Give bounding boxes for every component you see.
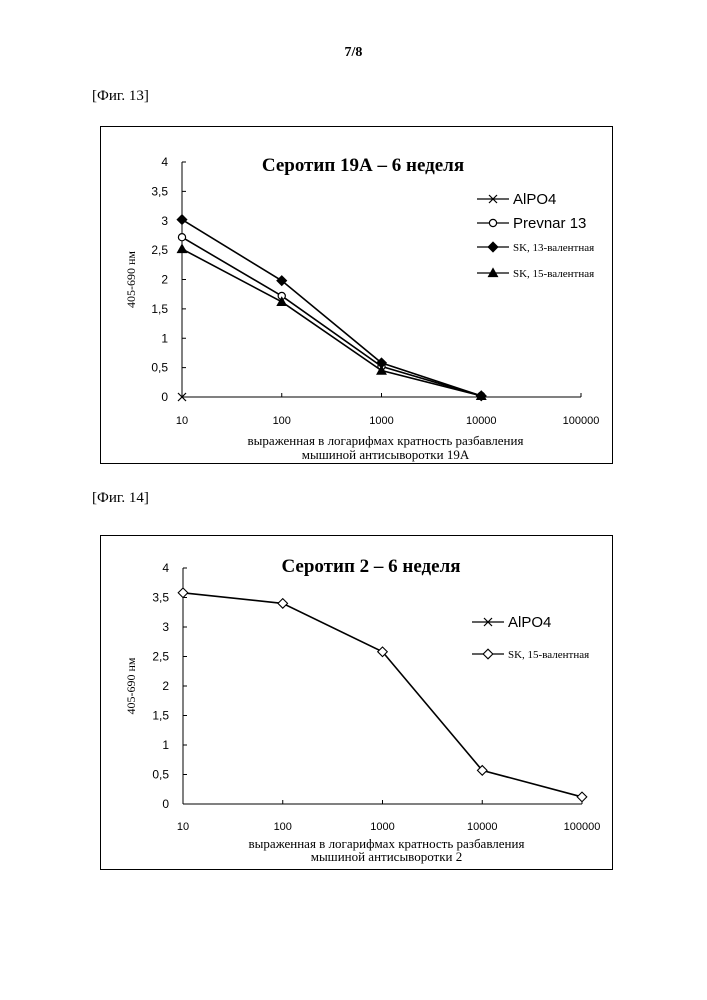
x-tick-label: 10000 bbox=[467, 821, 498, 833]
y-tick-label: 0 bbox=[162, 797, 169, 811]
x-tick-label: 10 bbox=[176, 415, 188, 427]
y-tick-label: 1,5 bbox=[152, 709, 169, 723]
legend-marker bbox=[483, 617, 493, 627]
legend-label: Prevnar 13 bbox=[513, 215, 586, 232]
data-point bbox=[277, 597, 289, 609]
data-point bbox=[376, 646, 389, 658]
x-tick-label: 1000 bbox=[370, 821, 394, 833]
page-number: 7/8 bbox=[344, 45, 363, 60]
x-axis-label: выраженная в логарифмах кратность разбав… bbox=[248, 433, 524, 448]
legend-marker bbox=[487, 241, 499, 253]
y-tick-label: 2,5 bbox=[152, 650, 169, 664]
x-tick-label: 10000 bbox=[466, 415, 497, 427]
legend-marker-stroke-b bbox=[483, 617, 493, 627]
data-point bbox=[276, 296, 288, 307]
data-point bbox=[475, 390, 487, 401]
chart-serotype-2: Серотип 2 – 6 неделя 0 0,5 1 1,5 2 2,5 3 3,5 4 10 1… bbox=[124, 556, 601, 864]
data-point bbox=[376, 364, 387, 375]
legend-marker bbox=[482, 648, 494, 660]
x-tick-label: 100000 bbox=[563, 415, 600, 427]
y-tick-label: 0,5 bbox=[152, 768, 169, 782]
chart-panel-13: Серотип 19А – 6 неделя 0 0,5 1 1,5 2 2,5 3 3,5 4 1… bbox=[100, 126, 613, 464]
x-tick-label: 100000 bbox=[564, 821, 601, 833]
legend-marker bbox=[487, 267, 499, 278]
legend-marker-stroke-b bbox=[488, 194, 498, 204]
series-line bbox=[181, 248, 482, 397]
legend-label: AlPO4 bbox=[508, 614, 551, 631]
chart-panel-14: Серотип 2 – 6 неделя 0 0,5 1 1,5 2 2,5 3 3,5 4 10 1… bbox=[100, 535, 613, 870]
y-tick-label: 3,5 bbox=[151, 184, 168, 198]
y-tick-label: 4 bbox=[162, 561, 169, 575]
data-point bbox=[177, 587, 189, 599]
legend-label: SK, 13-валентная bbox=[513, 242, 594, 254]
legend-marker bbox=[488, 218, 498, 228]
series-line bbox=[181, 218, 482, 397]
data-point bbox=[176, 243, 188, 254]
series-line bbox=[181, 236, 482, 397]
y-tick-label: 3 bbox=[161, 214, 168, 228]
legend-marker bbox=[488, 194, 498, 204]
y-tick-label: 0,5 bbox=[151, 361, 168, 375]
y-tick-label: 3,5 bbox=[152, 591, 169, 605]
y-tick-label: 2 bbox=[162, 679, 169, 693]
y-axis-label: 405-690 нм bbox=[124, 657, 138, 714]
y-axis-label: 405-690 нм bbox=[124, 251, 138, 308]
chart-title: Серотип 19А – 6 неделя bbox=[262, 155, 464, 176]
legend-label: SK, 15-валентная bbox=[513, 268, 594, 280]
data-point bbox=[276, 275, 288, 287]
data-point bbox=[576, 791, 588, 803]
y-tick-label: 2 bbox=[161, 273, 168, 287]
x-tick-label: 10 bbox=[177, 821, 189, 833]
data-point-stroke-b bbox=[177, 392, 187, 402]
x-tick-label: 1000 bbox=[369, 415, 393, 427]
figure-label-14: [Фиг. 14] bbox=[92, 490, 149, 506]
y-tick-label: 1 bbox=[162, 738, 169, 752]
x-axis-label: мышиной антисыворотки 19А bbox=[302, 447, 470, 462]
data-point bbox=[176, 213, 188, 226]
data-point bbox=[476, 764, 488, 776]
legend-label: SK, 15-валентная bbox=[508, 649, 589, 661]
y-tick-label: 3 bbox=[162, 620, 169, 634]
x-axis-label: мышиной антисыворотки 2 bbox=[311, 849, 463, 864]
x-tick-label: 100 bbox=[273, 415, 291, 427]
chart-serotype-19a: Серотип 19А – 6 неделя 0 0,5 1 1,5 2 2,5 3 3,5 4 1… bbox=[124, 155, 600, 462]
x-axis-label: выраженная в логарифмах кратность разбав… bbox=[249, 836, 525, 851]
y-tick-label: 4 bbox=[161, 155, 168, 169]
figure-label-13: [Фиг. 13] bbox=[92, 88, 149, 104]
y-tick-label: 2,5 bbox=[151, 243, 168, 257]
data-point bbox=[177, 392, 187, 402]
y-tick-label: 1,5 bbox=[151, 302, 168, 316]
chart-title: Серотип 2 – 6 неделя bbox=[281, 556, 460, 577]
data-point bbox=[177, 232, 187, 242]
y-tick-label: 0 bbox=[161, 390, 168, 404]
x-tick-label: 100 bbox=[274, 821, 292, 833]
y-tick-label: 1 bbox=[161, 331, 168, 345]
legend-label: AlPO4 bbox=[513, 191, 556, 208]
